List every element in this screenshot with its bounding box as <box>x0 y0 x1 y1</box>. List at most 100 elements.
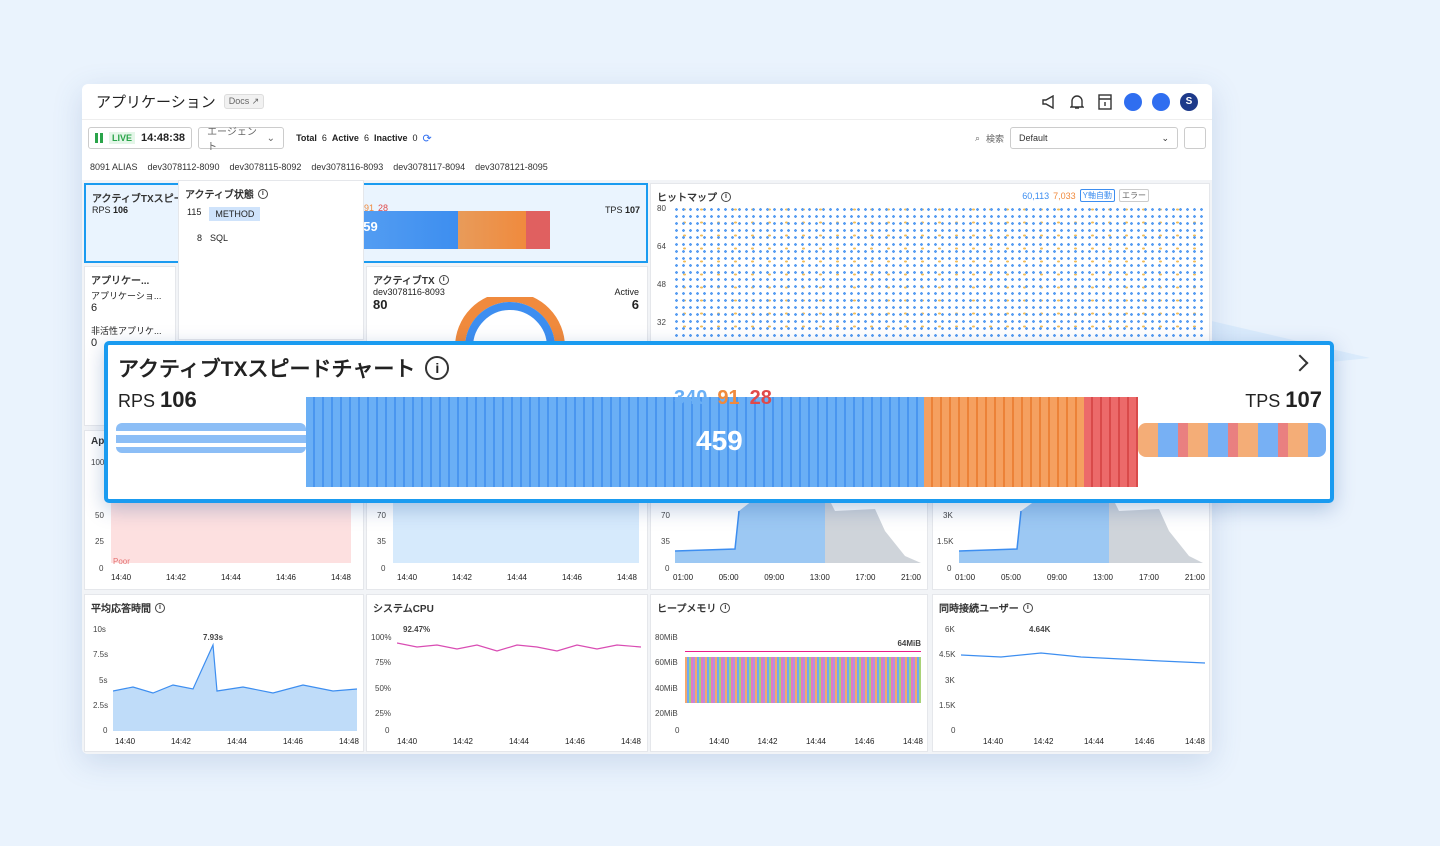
active-value: 6 <box>363 133 369 143</box>
y-tick: 0 <box>103 726 108 735</box>
agent-list: 8091 ALIAS dev3078112-8090 dev3078115-80… <box>82 156 1212 178</box>
agent-item[interactable]: dev3078116-8093 <box>311 162 384 172</box>
status-count: 115 <box>187 207 202 217</box>
agent-item[interactable]: dev3078115-8092 <box>229 162 302 172</box>
live-toggle[interactable]: LIVE 14:48:38 <box>88 127 193 149</box>
response-line <box>113 642 357 731</box>
agent-select[interactable]: エージェント ⌄ <box>198 127 285 153</box>
users-line <box>961 652 1205 664</box>
total-value: 6 <box>321 133 327 143</box>
top-bar: アプリケーション Docs ↗ S <box>82 84 1212 120</box>
info-icon[interactable]: i <box>438 274 449 285</box>
y-tick: 0 <box>947 564 952 573</box>
active-status-panel[interactable]: アクティブ状態 i 115 METHOD 8 SQL <box>178 180 364 340</box>
y-tick: 40MiB <box>655 684 678 693</box>
y-tick: 100 <box>91 458 105 467</box>
heatmap-title: ヒットマップ <box>657 193 717 204</box>
preset-value: Default <box>1019 133 1048 143</box>
speed-bars-normal <box>306 397 924 487</box>
x-tick: 14:46 <box>854 737 875 746</box>
preset-select[interactable]: Default ⌄ <box>1010 127 1178 149</box>
active-status-title: アクティブ状態 <box>185 190 254 201</box>
count-slow-small: 91 <box>364 203 375 213</box>
x-tick: 14:44 <box>805 737 826 746</box>
x-tick: 14:46 <box>564 737 585 746</box>
heatmap-y-tick: 48 <box>657 280 666 289</box>
y-tick: 10s <box>93 625 106 634</box>
rps-label: RPS <box>118 391 156 411</box>
total-label: Total <box>296 133 317 143</box>
x-tick: 14:44 <box>506 573 527 582</box>
y-tick: 4.5K <box>939 650 956 659</box>
count-slow: 91 <box>717 387 740 409</box>
save-button[interactable] <box>1184 127 1206 149</box>
system-cpu-chart[interactable]: システムCPU 92.47% 100% 75% 50% 25% 0 14:40 1… <box>366 594 648 752</box>
bell-icon[interactable] <box>1068 93 1086 111</box>
tps-label: TPS <box>1245 391 1281 411</box>
y-tick: 60MiB <box>655 658 678 667</box>
x-tick: 17:00 <box>855 573 876 582</box>
live-time: 14:48:38 <box>141 132 186 144</box>
heap-memory-chart[interactable]: ヒープメモリ i 64MiB 80MiB 60MiB 40MiB 20MiB 0 … <box>650 594 928 752</box>
heatmap-y-tick: 80 <box>657 204 666 213</box>
info-icon[interactable]: i <box>1022 602 1033 613</box>
refresh-icon[interactable]: ⟳ <box>422 132 432 145</box>
agent-item[interactable]: dev3078117-8094 <box>393 162 466 172</box>
incoming-streak <box>116 423 306 453</box>
info-icon[interactable]: i <box>155 602 165 613</box>
info-icon[interactable]: i <box>425 356 450 380</box>
chevron-down-icon: ⌄ <box>266 132 276 144</box>
search-label[interactable]: 検索 <box>985 133 1004 144</box>
concurrent-users-chart[interactable]: 同時接続ユーザー i 4.64K 6K 4.5K 3K 1.5K 0 14:40 1… <box>932 594 1210 752</box>
document-icon[interactable] <box>1096 93 1114 111</box>
heatmap-y-tick: 32 <box>657 318 666 327</box>
active-tx-agent: dev3078116-8093 <box>373 287 445 297</box>
info-icon[interactable]: i <box>257 188 268 199</box>
y-tick: 50% <box>375 684 392 693</box>
avg-response-chart[interactable]: 平均応答時間 i 7.93s 10s 7.5s 5s 2.5s 0 14:40 14… <box>84 594 364 752</box>
chat-icon[interactable] <box>1124 92 1142 111</box>
x-tick: 21:00 <box>1184 573 1205 582</box>
y-tick: 6K <box>945 625 955 634</box>
y-auto-toggle[interactable]: Y軸自動 <box>1079 189 1115 202</box>
cpu-line <box>397 642 641 652</box>
x-tick: 14:46 <box>282 737 303 746</box>
x-tick: 14:48 <box>620 737 641 746</box>
info-icon[interactable]: i <box>720 602 731 613</box>
x-tick: 14:42 <box>451 573 473 582</box>
agent-item[interactable]: dev3078121-8095 <box>475 162 548 172</box>
daily-area-chart <box>675 491 921 563</box>
agent-item[interactable]: dev3078112-8090 <box>147 162 220 172</box>
docs-link[interactable]: Docs ↗ <box>223 94 265 109</box>
speed-bars-very-slow <box>526 211 550 249</box>
y-tick: 100% <box>371 633 392 642</box>
x-tick: 14:40 <box>397 573 418 582</box>
chevron-right-icon[interactable] <box>1291 354 1309 372</box>
heatmap-cells <box>673 208 1203 338</box>
x-tick: 09:00 <box>1046 573 1067 582</box>
error-toggle[interactable]: エラー <box>1119 189 1149 202</box>
y-tick: 70 <box>377 511 386 520</box>
x-tick: 14:44 <box>1083 737 1104 746</box>
search-icon[interactable]: ⌕ <box>974 132 980 143</box>
x-tick: 13:00 <box>1092 573 1113 582</box>
info-icon[interactable]: i <box>721 191 731 202</box>
peak-label: 4.64K <box>1029 625 1051 634</box>
page-title: アプリケーション <box>96 94 216 111</box>
x-tick: 14:40 <box>983 737 1004 746</box>
toolbar: LIVE 14:48:38 エージェント ⌄ Total 6 Active 6 In… <box>82 120 1212 156</box>
bot-icon[interactable] <box>1152 92 1170 111</box>
avatar[interactable]: S <box>1180 92 1198 111</box>
status-label: SQL <box>210 233 229 243</box>
chart-title: 同時接続ユーザー <box>939 604 1019 615</box>
summary-label: 非活性アプリケ... <box>91 326 162 336</box>
y-tick: 75% <box>375 658 392 667</box>
x-tick: 14:42 <box>757 737 778 746</box>
x-tick: 14:46 <box>275 573 296 582</box>
agent-item[interactable]: 8091 ALIAS <box>90 162 138 172</box>
megaphone-icon[interactable] <box>1040 93 1058 111</box>
x-tick: 13:00 <box>809 573 830 582</box>
y-tick: 3K <box>945 676 955 685</box>
speed-chart-zoom[interactable]: アクティブTXスピードチャート i RPS 106 TPS 107 340 91… <box>104 341 1334 503</box>
